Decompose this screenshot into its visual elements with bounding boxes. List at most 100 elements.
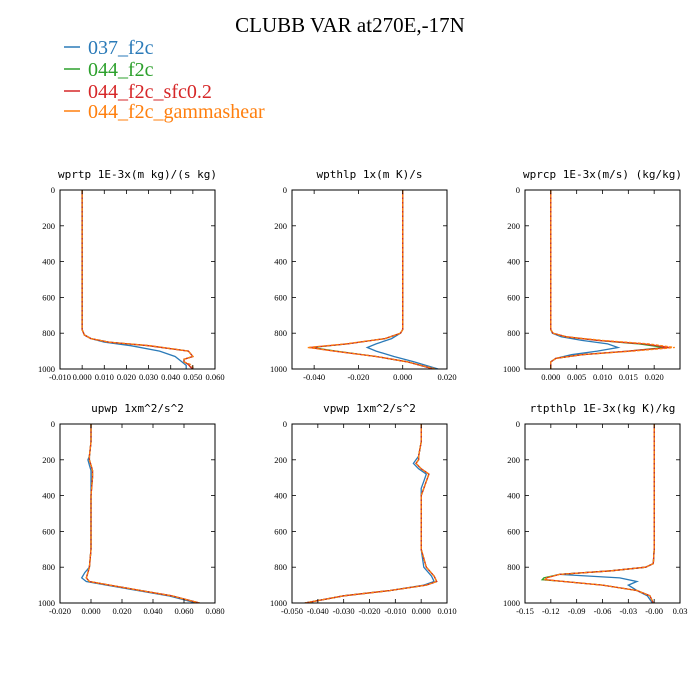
y-tick-label: 400 xyxy=(42,257,55,267)
panel-6: rtpthlp 1E-3x(kg K)/kg -0.15 -0.12 -0.09 -0.… xyxy=(503,402,687,616)
plot-frame xyxy=(291,423,448,604)
series-line-3 xyxy=(81,190,195,369)
x-tick-label: 0.040 xyxy=(161,372,180,382)
series-group xyxy=(304,424,438,603)
y-tick-label: 400 xyxy=(274,257,287,267)
legend-label-1: 037_f2c xyxy=(88,37,154,59)
y-tick-label: 1000 xyxy=(270,364,287,374)
series-line-4 xyxy=(307,190,437,369)
series-group xyxy=(81,190,195,369)
x-tick-label: 0.060 xyxy=(205,372,224,382)
panel-2: wpthlp 1x(m K)/s -0.040 -0.020 0.000 0.020 0 2… xyxy=(270,168,457,382)
x-tick-label: 0.020 xyxy=(437,372,456,382)
y-tick-label: 400 xyxy=(274,491,287,501)
series-line-2 xyxy=(81,190,195,369)
y-tick-label: 0 xyxy=(51,185,55,195)
figure-title: CLUBB VAR at270E,-17N xyxy=(235,13,465,37)
series-group xyxy=(80,424,200,603)
x-tick-label: -0.040 xyxy=(307,606,329,616)
plot-frame xyxy=(524,189,681,370)
legend-label-2: 044_f2c xyxy=(88,59,154,81)
x-tick-label: -0.040 xyxy=(303,372,325,382)
y-tick-label: 1000 xyxy=(38,364,55,374)
x-tick-label: 0.000 xyxy=(393,372,412,382)
series-line-3 xyxy=(309,190,434,369)
y-tick-label: 800 xyxy=(507,328,520,338)
y-tick-label: 800 xyxy=(42,328,55,338)
y-tick-label: 800 xyxy=(42,562,55,572)
x-tick-label: 0.010 xyxy=(95,372,114,382)
y-tick-label: 200 xyxy=(507,455,520,465)
legend-item-3: 044_f2c_sfc0.2 xyxy=(64,81,212,103)
x-tick-label: 0.020 xyxy=(112,606,131,616)
x-tick-label: 0.020 xyxy=(117,372,136,382)
y-tick-label: 400 xyxy=(42,491,55,501)
x-tick-label: 0.040 xyxy=(143,606,162,616)
y-tick-label: 0 xyxy=(516,419,520,429)
y-tick-label: 0 xyxy=(51,419,55,429)
series-line-4 xyxy=(304,424,438,603)
series-line-3 xyxy=(85,424,200,603)
plot-frame xyxy=(59,189,216,370)
y-tick-label: 1000 xyxy=(38,598,55,608)
y-tick-label: 1000 xyxy=(503,598,520,608)
panels: wprtp 1E-3x(m kg)/(s kg)-0.010 0.000 0.010… xyxy=(38,168,687,616)
series-group xyxy=(550,190,675,369)
legend: 037_f2c 044_f2c 044_f2c_sfc0.2 044_f2c_g… xyxy=(64,37,265,123)
series-line-1 xyxy=(304,424,436,603)
x-tick-label: 0.000 xyxy=(541,372,560,382)
series-line-2 xyxy=(550,190,665,369)
panel-5: vpwp 1xm^2/s^2 -0.050 -0.040 -0.030 -0.020 -0… xyxy=(270,402,457,616)
x-tick-label: 0.060 xyxy=(174,606,193,616)
series-line-1 xyxy=(81,190,187,369)
legend-item-1: 037_f2c xyxy=(64,37,154,59)
x-tick-label: 0.000 xyxy=(412,606,431,616)
series-line-2 xyxy=(304,424,438,603)
x-tick-label: -0.030 xyxy=(333,606,355,616)
x-tick-label: -0.020 xyxy=(49,606,71,616)
x-tick-label: 0.000 xyxy=(73,372,92,382)
x-tick-label: -0.06 xyxy=(594,606,612,616)
y-tick-label: 0 xyxy=(516,185,520,195)
series-line-1 xyxy=(550,190,621,369)
x-tick-label: -0.00 xyxy=(645,606,663,616)
legend-label-4: 044_f2c_gammashear xyxy=(88,101,265,123)
y-tick-label: 600 xyxy=(274,292,287,302)
series-line-4 xyxy=(543,424,655,603)
y-tick-label: 1000 xyxy=(503,364,520,374)
series-line-4 xyxy=(550,190,675,369)
panel-title: wprtp 1E-3x(m kg)/(s kg) xyxy=(58,168,217,181)
series-line-1 xyxy=(559,424,655,603)
y-tick-label: 200 xyxy=(274,455,287,465)
x-tick-label: -0.010 xyxy=(49,372,71,382)
series-line-1 xyxy=(80,424,197,603)
y-tick-label: 200 xyxy=(42,221,55,231)
y-tick-label: 400 xyxy=(507,257,520,267)
y-tick-label: 0 xyxy=(283,185,287,195)
legend-item-4: 044_f2c_gammashear xyxy=(64,101,265,123)
x-tick-label: -0.050 xyxy=(281,606,303,616)
series-line-2 xyxy=(311,190,434,369)
x-tick-label: 0.015 xyxy=(619,372,638,382)
legend-label-3: 044_f2c_sfc0.2 xyxy=(88,81,212,103)
x-tick-label: -0.020 xyxy=(347,372,369,382)
y-tick-label: 800 xyxy=(274,562,287,572)
x-tick-label: 0.03 xyxy=(673,606,688,616)
y-tick-label: 200 xyxy=(274,221,287,231)
x-tick-label: -0.03 xyxy=(619,606,637,616)
panel-title: rtpthlp 1E-3x(kg K)/kg xyxy=(530,402,676,415)
series-line-2 xyxy=(85,424,200,603)
y-tick-label: 800 xyxy=(507,562,520,572)
panel-title: wprcp 1E-3x(m/s) (kg/kg) xyxy=(523,168,682,181)
panel-1: wprtp 1E-3x(m kg)/(s kg) -0.010 0.000 0.010… xyxy=(38,168,225,382)
x-tick-label: -0.010 xyxy=(384,606,406,616)
x-tick-label: 0.030 xyxy=(139,372,158,382)
series-line-3 xyxy=(550,190,670,369)
y-tick-label: 800 xyxy=(274,328,287,338)
x-tick-label: 0.005 xyxy=(567,372,586,382)
x-tick-label: 0.080 xyxy=(205,606,224,616)
x-tick-label: 0.050 xyxy=(183,372,202,382)
panel-title: wpthlp 1x(m K)/s xyxy=(317,168,423,181)
y-tick-label: 600 xyxy=(507,292,520,302)
